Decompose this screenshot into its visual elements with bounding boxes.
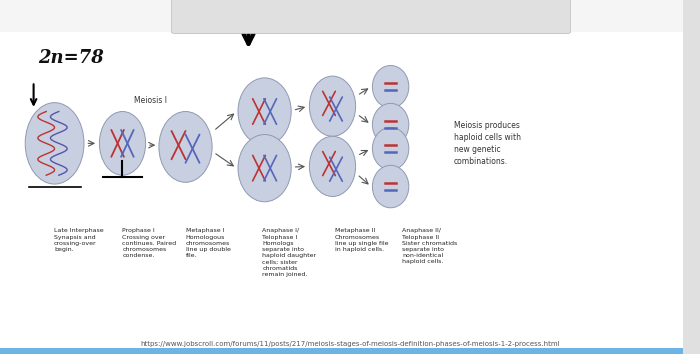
Text: ▣: ▣ (338, 11, 348, 21)
Text: Metaphase I
Homologous
chromosomes
line up double
file.: Metaphase I Homologous chromosomes line … (186, 228, 230, 258)
Circle shape (416, 8, 447, 24)
Text: 2n=78: 2n=78 (38, 50, 104, 67)
Circle shape (444, 8, 475, 24)
Text: ↷: ↷ (213, 11, 221, 21)
Circle shape (387, 8, 418, 24)
Ellipse shape (99, 112, 146, 175)
Text: Anaphase II/
Telophase II
Sister chromatids
separate into
non-identical
haploid : Anaphase II/ Telophase II Sister chromat… (402, 228, 458, 264)
Ellipse shape (372, 127, 409, 170)
Ellipse shape (309, 136, 356, 196)
Ellipse shape (159, 112, 212, 182)
Text: ↶: ↶ (188, 11, 197, 21)
Text: Prophase I
Crossing over
continues. Paired
chromosomes
condense.: Prophase I Crossing over continues. Pair… (122, 228, 176, 258)
Ellipse shape (238, 78, 291, 145)
Circle shape (359, 8, 390, 24)
Text: ↗: ↗ (237, 11, 246, 21)
Ellipse shape (309, 76, 356, 136)
Ellipse shape (238, 135, 291, 202)
Text: https://www.jobscroll.com/forums/11/posts/217/meiosis-stages-of-meiosis-definiti: https://www.jobscroll.com/forums/11/post… (140, 341, 560, 347)
Text: Meiosis produces
haploid cells with
new genetic
combinations.: Meiosis produces haploid cells with new … (454, 121, 521, 166)
Text: Metaphase II
Chromosomes
line up single file
in haploid cells.: Metaphase II Chromosomes line up single … (335, 228, 388, 252)
Text: ✂: ✂ (279, 11, 288, 21)
Text: Late Interphase
Synapsis and
crossing-over
begin.: Late Interphase Synapsis and crossing-ov… (54, 228, 104, 252)
Text: Meiosis I: Meiosis I (134, 96, 167, 105)
Ellipse shape (372, 165, 409, 208)
Ellipse shape (25, 103, 84, 184)
Ellipse shape (372, 65, 409, 108)
Text: ◇: ◇ (259, 11, 266, 21)
Text: A: A (318, 11, 326, 21)
Text: Meiosis II: Meiosis II (329, 20, 364, 29)
Ellipse shape (372, 103, 409, 146)
Text: Anaphase I/
Telophase I
Homologs
separate into
haploid daughter
cells; sister
ch: Anaphase I/ Telophase I Homologs separat… (262, 228, 316, 277)
Text: /: / (303, 11, 306, 21)
